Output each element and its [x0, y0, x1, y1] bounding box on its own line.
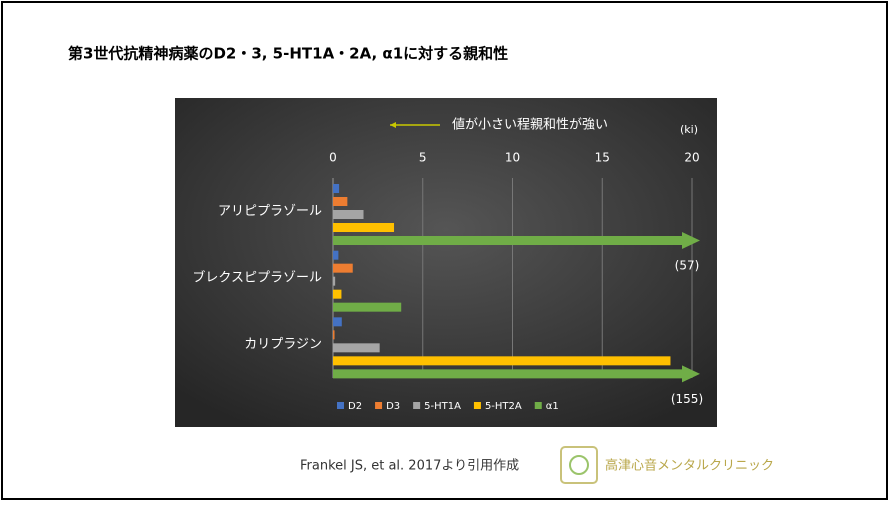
- legend-label: 5-HT2A: [485, 401, 522, 412]
- bar: [333, 356, 671, 366]
- legend-swatch: [473, 402, 481, 409]
- category-label: カリプラジン: [244, 337, 322, 352]
- bar: [333, 302, 402, 312]
- category-label: ブレクスピプラゾール: [192, 270, 322, 286]
- bar: [333, 289, 342, 299]
- x-tick-label: 5: [419, 151, 427, 165]
- unit-label: (ki): [680, 123, 698, 136]
- annotation-arrowhead: [390, 122, 396, 128]
- bar: [333, 317, 342, 327]
- x-tick-label: 0: [329, 151, 337, 165]
- citation: Frankel JS, et al. 2017より引用作成: [300, 459, 519, 474]
- bar: [333, 197, 348, 206]
- logo: [560, 446, 598, 484]
- legend-label: α1: [546, 401, 559, 412]
- value-label: (155): [671, 392, 703, 406]
- x-tick-label: 15: [595, 151, 610, 165]
- clinic-name: 高津心音メンタルクリニック: [605, 458, 774, 474]
- annotation: 値が小さい程親和性が強い: [452, 117, 608, 133]
- bar: [333, 210, 364, 219]
- x-tick-label: 20: [684, 151, 699, 165]
- bar: [333, 343, 380, 353]
- bar: [333, 276, 336, 286]
- legend-swatch: [534, 402, 542, 409]
- legend-label: D3: [386, 401, 400, 412]
- bar: [333, 223, 395, 232]
- bar: [333, 184, 340, 193]
- bar: [333, 232, 700, 249]
- bar: [333, 250, 339, 260]
- bar: [333, 365, 700, 383]
- value-label: (57): [675, 259, 700, 273]
- legend-swatch: [337, 402, 344, 409]
- legend-swatch: [375, 402, 383, 409]
- legend-swatch: [413, 402, 421, 409]
- legend-label: D2: [348, 401, 362, 412]
- legend-label: 5-HT1A: [424, 401, 461, 412]
- bar: [333, 263, 353, 273]
- slide-title: 第3世代抗精神病薬のD2・3, 5-HT1A・2A, α1に対する親和性: [68, 45, 508, 63]
- category-label: アリピプラゾール: [218, 204, 322, 219]
- x-tick-label: 10: [505, 151, 520, 165]
- bar: [333, 330, 335, 340]
